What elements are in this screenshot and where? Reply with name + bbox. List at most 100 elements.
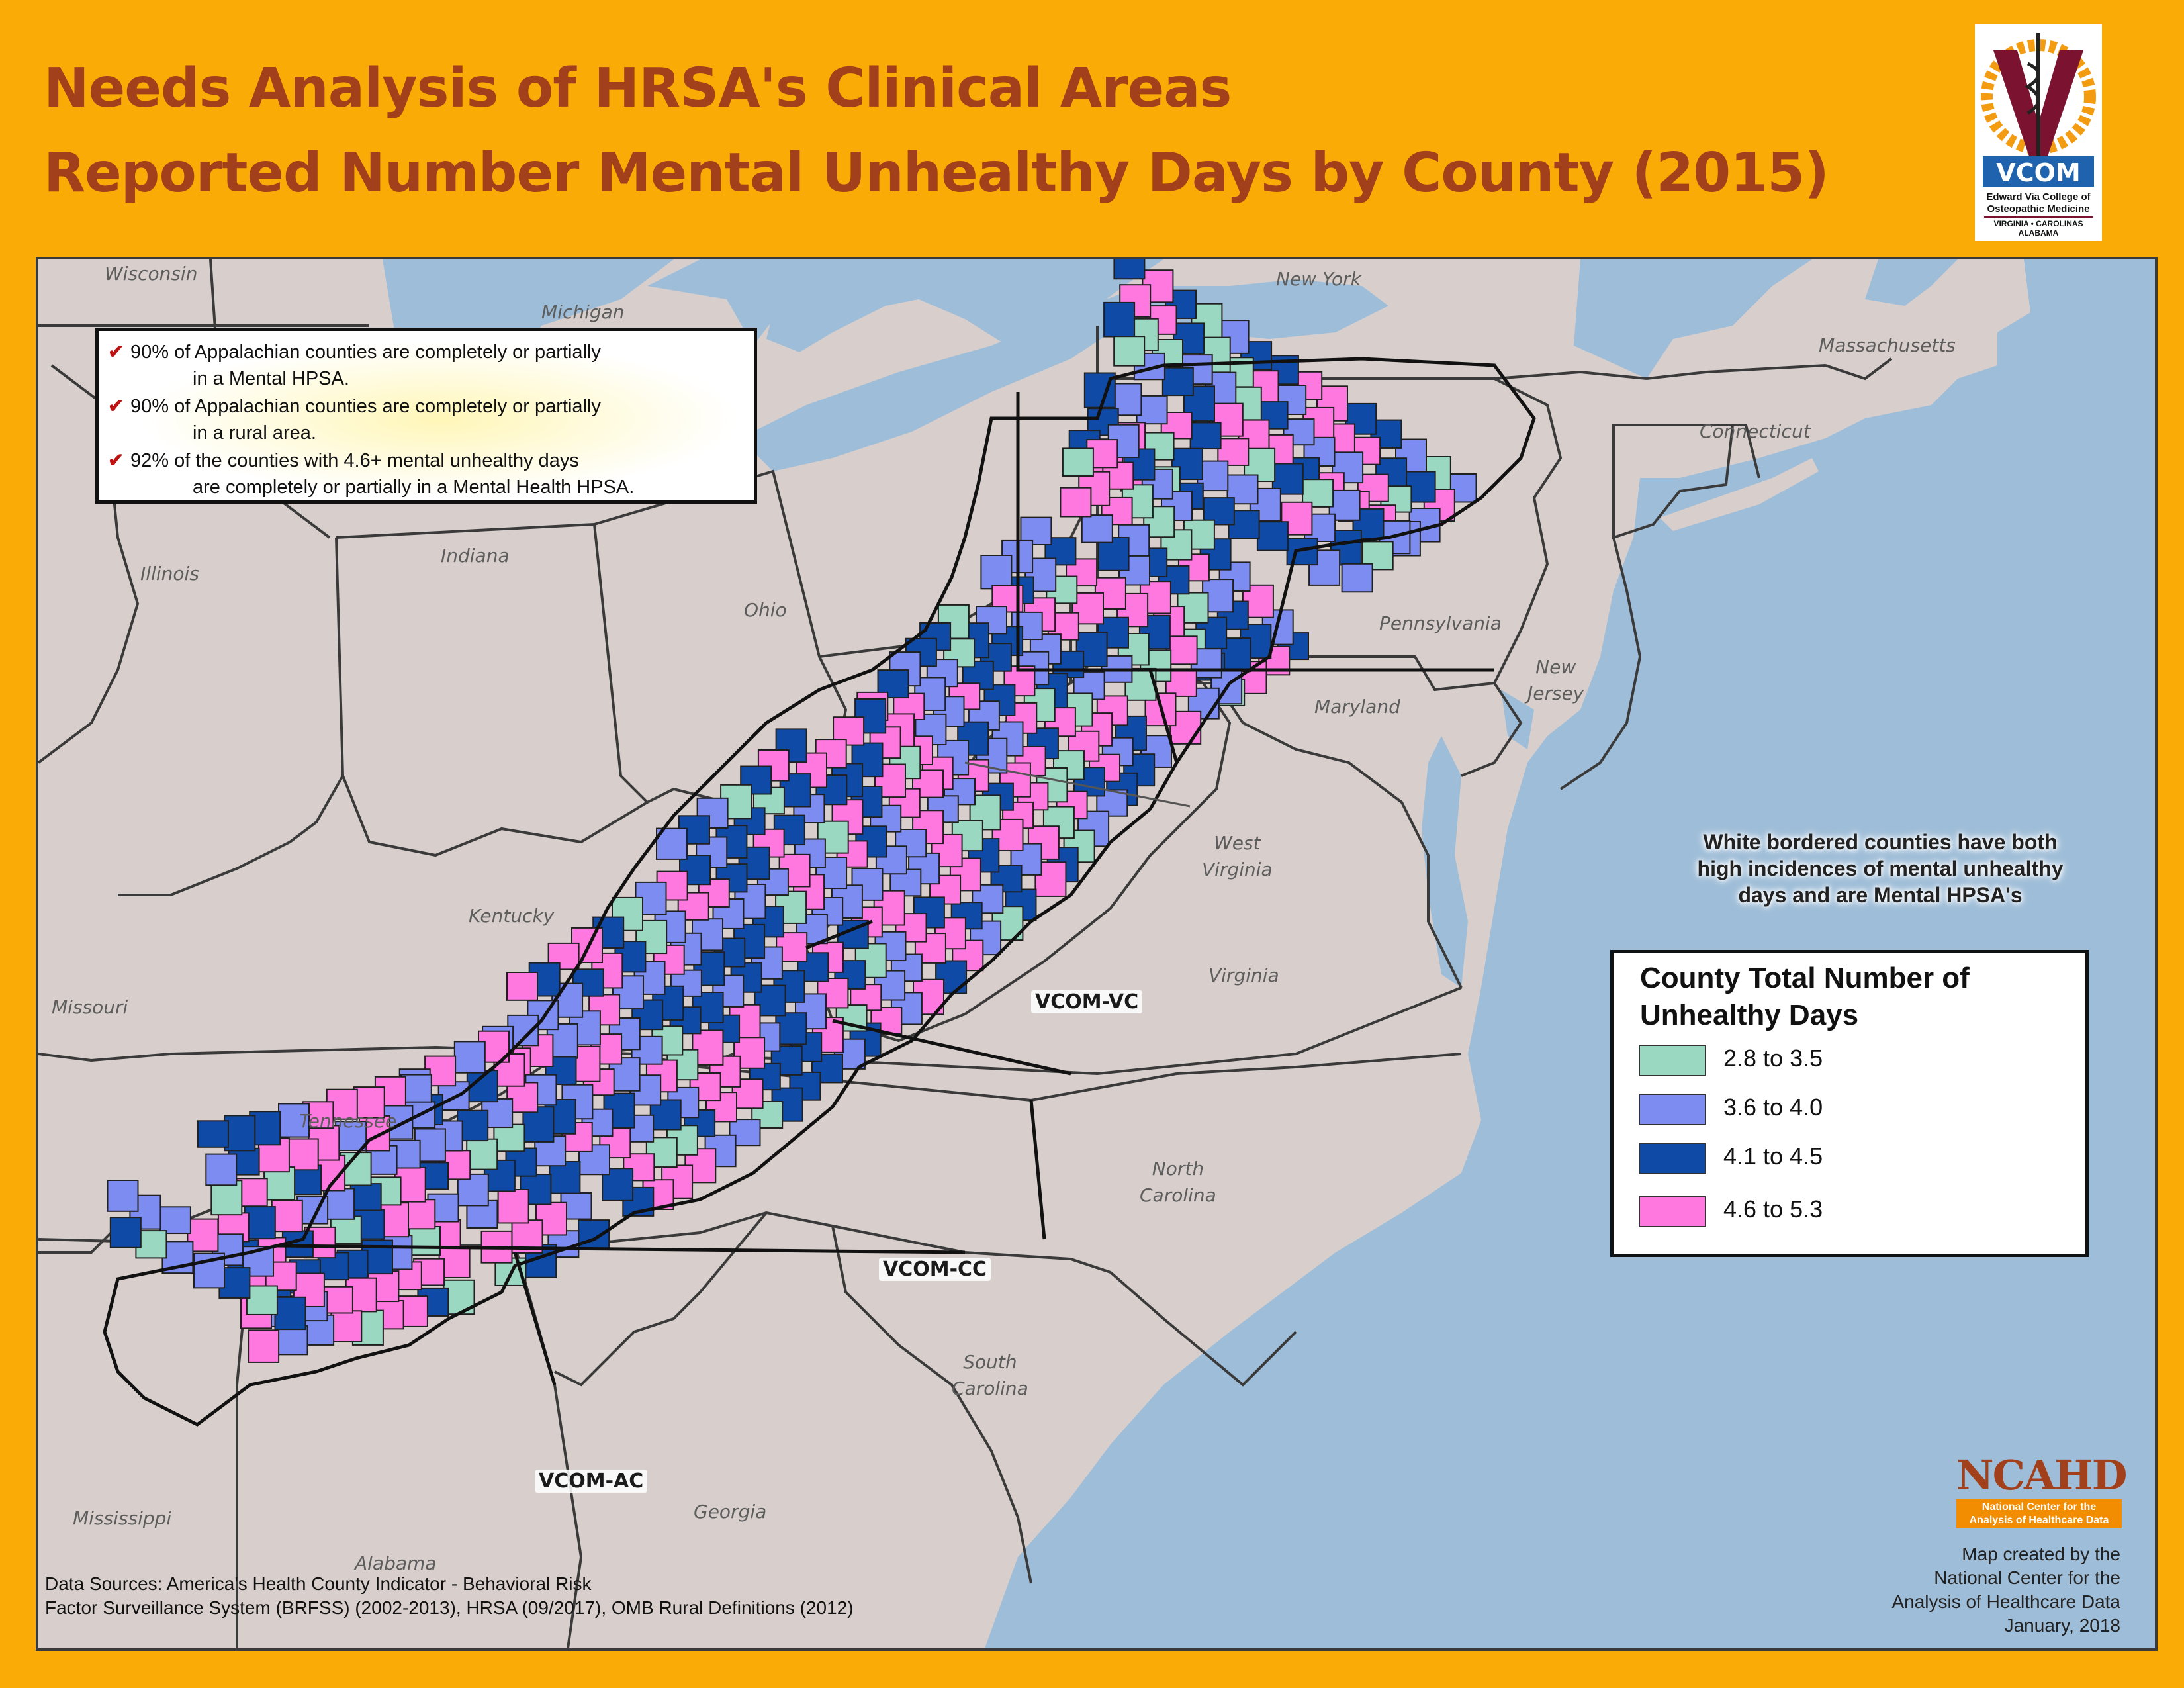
fact-line-2: are completely or partially in a Mental …: [193, 477, 635, 498]
county-cell: [1075, 632, 1108, 667]
ncahd-banner-line-1: National Center for the: [1981, 1501, 2097, 1513]
county-cell: [224, 1115, 256, 1152]
county-cell: [349, 1183, 382, 1211]
fact-line-2: in a Mental HPSA.: [193, 368, 349, 389]
county-cell: [757, 749, 790, 782]
state-label-pennsylvania: Pennsylvania: [1379, 612, 1502, 634]
state-label-mississippi: Mississippi: [73, 1507, 172, 1529]
fact-item: ✔ 90% of Appalachian counties are complet…: [108, 339, 601, 392]
caduceus-icon: VCOM Edward Via College of Osteopathic M…: [1981, 33, 2096, 238]
county-cell: [205, 1153, 238, 1186]
state-label-wisconsin: Wisconsin: [105, 263, 198, 285]
legend-title-line-1: County Total Number of: [1640, 962, 1970, 994]
credit-line-4: January, 2018: [2004, 1615, 2120, 1636]
state-label-new-jersey: New Jersey: [1527, 654, 1584, 707]
new-jersey-line-1: New: [1535, 656, 1576, 678]
vcom-logo: VCOM Edward Via College of Osteopathic M…: [1975, 24, 2102, 241]
county-cell: [1256, 521, 1289, 551]
state-label-connecticut: Connecticut: [1700, 420, 1811, 442]
county-cell: [775, 728, 807, 763]
base-map: [38, 259, 2030, 1648]
credit-line-3: Analysis of Healthcare Data: [1891, 1591, 2120, 1612]
county-cell: [409, 1226, 441, 1256]
county-cell: [287, 1138, 319, 1171]
state-label-ohio: Ohio: [744, 599, 787, 621]
county-cell: [276, 1325, 308, 1356]
state-label-illinois: Illinois: [140, 563, 199, 585]
sources-line-1: Data Sources: America's Health County In…: [45, 1573, 592, 1594]
legend-label: 4.6 to 5.3: [1723, 1196, 1823, 1223]
county-mosaic: [107, 259, 1477, 1363]
legend-label: 2.8 to 3.5: [1723, 1045, 1823, 1072]
county-cell: [506, 972, 538, 1001]
county-cell: [1341, 563, 1373, 593]
county-cell: [271, 1199, 303, 1233]
county-cell: [404, 1199, 436, 1230]
fact-box: ✔ 90% of Appalachian counties are complet…: [95, 328, 757, 504]
county-cell: [1171, 447, 1203, 481]
state-label-new-york: New York: [1276, 268, 1361, 290]
ncahd-logo-text: NCAHD: [1956, 1451, 2127, 1499]
county-cell: [1283, 418, 1315, 446]
lake-erie: [740, 293, 1124, 471]
county-cell: [1062, 447, 1094, 477]
svg-text:VIRGINIA • CAROLINAS: VIRGINIA • CAROLINAS: [1993, 219, 2083, 228]
legend-swatch: [1639, 1045, 1706, 1076]
state-label-tennessee: Tennessee: [299, 1110, 397, 1132]
legend-swatch: [1639, 1196, 1706, 1227]
county-cell: [779, 773, 811, 808]
map-panel: Wisconsin Michigan New York Massachusett…: [36, 257, 2158, 1651]
north-carolina-line-2: Carolina: [1140, 1184, 1216, 1206]
county-cell: [635, 919, 668, 955]
fact-item: ✔ 90% of Appalachian counties are complet…: [108, 393, 601, 446]
west-virginia-pointer: [964, 761, 1191, 808]
check-icon: ✔: [108, 450, 124, 471]
campus-label-vcom-vc: VCOM-VC: [1031, 990, 1143, 1013]
fact-item: ✔ 92% of the counties with 4.6+ mental un…: [108, 447, 634, 500]
state-label-south-carolina: South Carolina: [952, 1349, 1028, 1402]
fact-line-1: 90% of Appalachian counties are complete…: [130, 342, 601, 363]
chesapeake-bay: [1422, 736, 1468, 988]
county-cell: [1189, 422, 1222, 450]
county-cell: [1217, 438, 1250, 466]
state-label-georgia: Georgia: [694, 1501, 767, 1523]
svg-text:VCOM: VCOM: [1996, 158, 2080, 187]
state-label-maryland: Maryland: [1314, 696, 1400, 718]
ncahd-logo: NCAHD National Center for the Analysis o…: [1956, 1451, 2127, 1528]
ncahd-banner-line-2: Analysis of Healthcare Data: [1969, 1515, 2109, 1526]
county-cell: [1024, 557, 1057, 592]
north-carolina-line-1: North: [1152, 1158, 1205, 1180]
state-label-north-carolina: North Carolina: [1140, 1156, 1216, 1209]
county-cell: [210, 1180, 243, 1216]
state-label-indiana: Indiana: [441, 545, 510, 567]
county-cell: [197, 1120, 229, 1148]
county-cell: [999, 762, 1031, 798]
county-cell: [1161, 367, 1194, 397]
state-label-kentucky: Kentucky: [469, 905, 555, 927]
county-cell: [246, 1285, 278, 1315]
data-sources: Data Sources: America's Health County In…: [45, 1572, 854, 1620]
county-cell: [1081, 514, 1113, 543]
county-cell: [1361, 541, 1394, 571]
county-cell: [330, 1310, 363, 1343]
title-line-1: Needs Analysis of HRSA's Clinical Areas: [44, 57, 1232, 120]
county-cell: [1113, 336, 1146, 367]
county-cell: [1103, 301, 1136, 338]
note-line-1: White bordered counties have both: [1703, 830, 2058, 854]
state-label-michigan: Michigan: [541, 301, 625, 323]
state-label-massachusetts: Massachusetts: [1819, 334, 1956, 356]
check-icon: ✔: [108, 342, 124, 363]
credit-line-2: National Center for the: [1934, 1568, 2120, 1588]
legend-label: 4.1 to 4.5: [1723, 1143, 1823, 1170]
fact-line-1: 92% of the counties with 4.6+ mental unh…: [130, 450, 579, 471]
fact-line-1: 90% of Appalachian counties are complete…: [130, 396, 601, 417]
legend-label: 3.6 to 4.0: [1723, 1094, 1823, 1121]
county-cell: [645, 1137, 678, 1168]
county-cell: [1060, 487, 1092, 518]
new-jersey-line-2: Jersey: [1527, 682, 1584, 704]
legend-title-line-2: Unhealthy Days: [1640, 999, 1859, 1031]
legend: County Total Number of Unhealthy Days 2.…: [1610, 950, 2089, 1257]
south-carolina-line-2: Carolina: [952, 1378, 1028, 1399]
county-cell: [656, 827, 688, 860]
west-virginia-line-1: West: [1214, 832, 1261, 854]
